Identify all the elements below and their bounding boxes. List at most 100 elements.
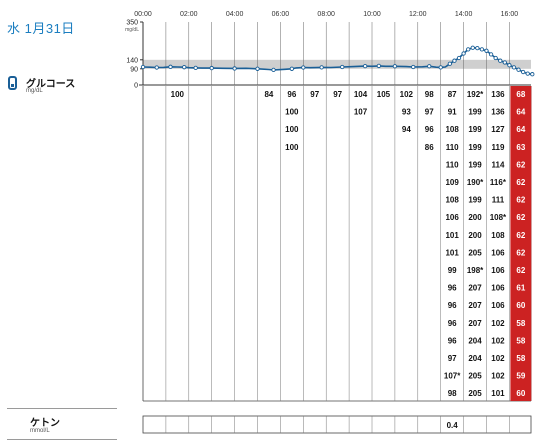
glucose-point <box>502 60 507 65</box>
ketone-row-box <box>142 415 532 434</box>
ketone-value: 0.4 <box>447 421 459 430</box>
table-cell: 97 <box>448 354 457 363</box>
date-label: 水 1月31日 <box>7 21 75 36</box>
table-cell: 127 <box>491 125 505 134</box>
table-cell: 100 <box>171 90 185 99</box>
ketone-divider-top <box>7 408 117 409</box>
glucose-point <box>209 65 214 71</box>
table-cell: 96 <box>287 90 296 99</box>
table-cell: 199 <box>468 196 482 205</box>
x-tick-label: 06:00 <box>272 11 290 18</box>
table-cell: 100 <box>285 143 299 152</box>
table-cell: 106 <box>491 266 505 275</box>
table-cell: 96 <box>448 319 457 328</box>
glucose-point <box>376 63 382 69</box>
x-tick-label: 16:00 <box>501 11 519 18</box>
table-cell: 114 <box>491 160 504 169</box>
glucose-point <box>493 55 498 61</box>
table-cell: 58 <box>516 336 525 345</box>
sensor-icon <box>8 76 17 90</box>
glucose-point <box>362 63 368 69</box>
glucose-point <box>301 65 306 70</box>
table-cell: 84 <box>264 90 273 99</box>
y-unit-label: mg/dL <box>125 27 139 33</box>
glucose-unit: mg/dL <box>26 88 43 94</box>
table-cell: 102 <box>491 354 505 363</box>
table-cell: 64 <box>516 125 525 134</box>
table-cell: 63 <box>516 143 525 152</box>
y-tick-label: 0 <box>134 83 138 90</box>
table-cell: 59 <box>516 372 525 381</box>
glucose-point <box>511 65 517 70</box>
table-cell: 58 <box>516 354 525 363</box>
glucose-point <box>319 65 324 70</box>
table-cell: 86 <box>425 143 434 152</box>
table-cell: 106 <box>491 248 505 257</box>
table-cell: 116* <box>490 178 507 187</box>
x-tick-label: 02:00 <box>180 11 198 18</box>
table-cell: 106 <box>491 284 505 293</box>
glucose-point <box>461 51 466 56</box>
table-cell: 106 <box>491 301 505 310</box>
table-cell: 204 <box>468 336 482 345</box>
glucose-point <box>520 69 526 75</box>
table-cell: 106 <box>445 213 459 222</box>
table-cell: 136 <box>491 108 505 117</box>
table-cell: 100 <box>285 108 299 117</box>
glucose-point <box>271 67 276 73</box>
glucose-point <box>255 66 260 71</box>
table-cell: 98 <box>448 389 457 398</box>
table-cell: 204 <box>468 354 482 363</box>
table-cell: 102 <box>400 90 414 99</box>
table-cell: 102 <box>491 319 505 328</box>
ketone-title: ケトン <box>30 418 60 429</box>
table-cell: 96 <box>425 125 434 134</box>
table-cell: 107* <box>444 372 461 381</box>
ketone-divider-bottom <box>7 439 117 440</box>
x-tick-label: 00:00 <box>134 11 152 18</box>
table-cell: 61 <box>516 284 525 293</box>
table-cell: 199 <box>468 160 482 169</box>
glucose-point <box>182 65 187 70</box>
table-cell: 62 <box>516 160 525 169</box>
table-cell: 205 <box>468 372 482 381</box>
glucose-point <box>466 47 471 52</box>
table-cell: 105 <box>377 90 391 99</box>
glucose-point <box>438 65 443 70</box>
glucose-point <box>530 72 535 77</box>
table-cell: 94 <box>402 125 411 134</box>
table-cell: 99 <box>448 266 457 275</box>
glucose-point <box>475 45 480 51</box>
ketone-unit: mmol/L <box>30 428 50 434</box>
x-tick-label: 12:00 <box>409 11 427 18</box>
table-cell: 102 <box>491 372 505 381</box>
table-cell: 60 <box>516 389 525 398</box>
glucose-point <box>452 58 457 63</box>
x-tick-label: 04:00 <box>226 11 244 18</box>
glucose-point <box>140 64 146 70</box>
table-cell: 200 <box>468 213 482 222</box>
table-cell: 108* <box>490 213 507 222</box>
table-cell: 62 <box>516 248 525 257</box>
table-cell: 200 <box>468 231 482 240</box>
table-cell: 199 <box>468 143 482 152</box>
table-cell: 62 <box>516 213 525 222</box>
table-cell: 97 <box>333 90 342 99</box>
table-cell: 62 <box>516 266 525 275</box>
table-cell: 107 <box>354 108 368 117</box>
table-cell: 190* <box>467 178 484 187</box>
glucose-point <box>488 52 494 57</box>
table-cell: 96 <box>448 336 457 345</box>
table-cell: 60 <box>516 301 525 310</box>
table-cell: 101 <box>491 389 505 398</box>
glucose-title: グルコース <box>26 79 76 90</box>
low-column-bg <box>510 86 532 401</box>
y-tick-label: 90 <box>130 66 138 73</box>
glucose-point <box>470 45 475 50</box>
table-cell: 91 <box>448 108 457 117</box>
table-cell: 108 <box>445 196 459 205</box>
table-cell: 104 <box>354 90 368 99</box>
glucose-point <box>484 48 489 53</box>
table-cell: 205 <box>468 389 482 398</box>
glucose-point <box>193 65 198 71</box>
